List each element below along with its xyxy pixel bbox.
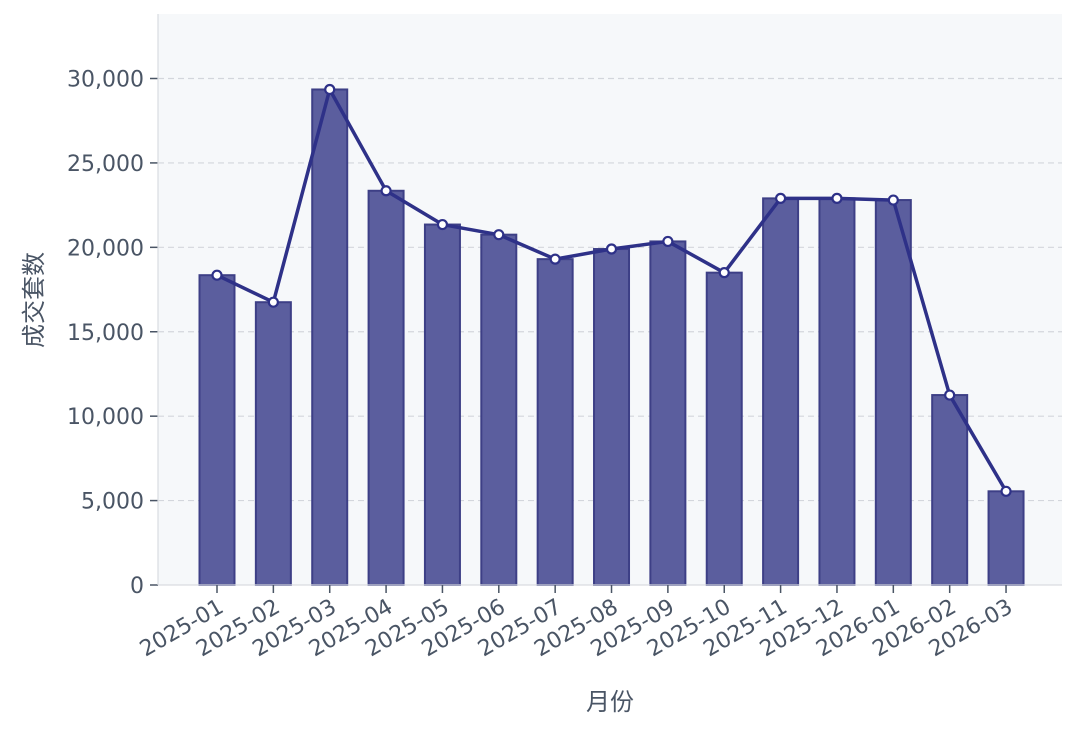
- line-point: [718, 267, 730, 279]
- bar: [649, 240, 687, 586]
- line-point: [831, 192, 843, 204]
- y-tick-label: 15,000: [67, 321, 144, 346]
- line-point: [211, 269, 223, 281]
- bar: [254, 301, 292, 586]
- bar: [762, 197, 800, 586]
- line-series: [211, 83, 1012, 497]
- y-tick-label: 5,000: [81, 490, 144, 515]
- line-point: [944, 389, 956, 401]
- y-tick-labels: 0 5,000 10,000 15,000 20,000 25,000 30,000: [67, 68, 144, 600]
- line-point: [1000, 485, 1012, 497]
- line-point: [887, 194, 899, 206]
- y-tick-label: 25,000: [67, 152, 144, 177]
- bar: [818, 197, 856, 586]
- bar: [593, 248, 631, 586]
- line-point: [436, 218, 449, 231]
- line-point: [324, 83, 336, 96]
- y-axis-title: 成交套数: [20, 252, 48, 348]
- bar: [705, 271, 743, 586]
- bar: [931, 394, 969, 586]
- bar: [480, 233, 518, 586]
- y-tick-label: 0: [130, 574, 144, 599]
- bar: [423, 223, 461, 586]
- bar: [987, 490, 1025, 586]
- axes: [150, 14, 1062, 593]
- x-axis-title: 月份: [586, 688, 634, 716]
- bar-series: [198, 88, 1025, 587]
- line-point: [493, 229, 505, 241]
- line-point: [380, 185, 392, 197]
- bar: [198, 274, 236, 586]
- y-tick-label: 10,000: [67, 405, 144, 430]
- bar: [874, 199, 912, 586]
- line-point: [549, 253, 561, 265]
- bar: [536, 258, 574, 586]
- line-point: [774, 192, 787, 204]
- bar: [367, 189, 405, 586]
- x-tick-labels: 2025-012025-022025-032025-042025-052025-…: [136, 595, 1017, 663]
- bar: [311, 88, 349, 587]
- line-point: [662, 235, 674, 248]
- y-tick-label: 20,000: [67, 236, 144, 261]
- line-point: [267, 296, 279, 308]
- y-tick-label: 30,000: [67, 68, 144, 93]
- line-point: [605, 243, 618, 255]
